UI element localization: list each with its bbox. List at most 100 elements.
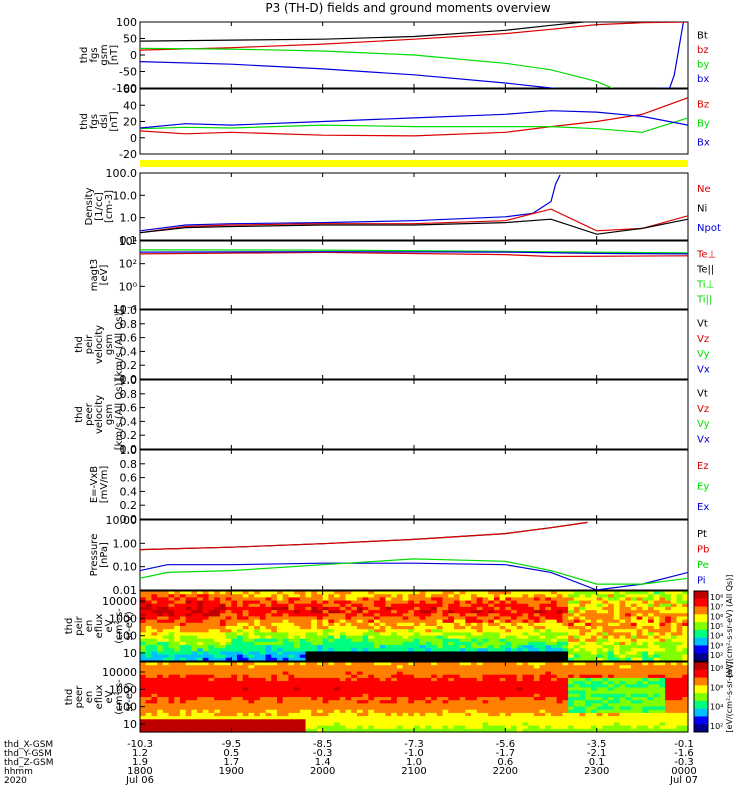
spectrogram-cell [533, 632, 541, 637]
y-tick-label: 1000 [109, 683, 137, 696]
spectrogram-cell [636, 706, 643, 711]
spectrogram-cell [374, 610, 381, 614]
spectrogram-cell [259, 690, 267, 695]
spectrogram-cell [402, 725, 409, 730]
spectrogram-cell [237, 690, 244, 695]
spectrogram-cell [630, 684, 638, 689]
spectrogram-cell [214, 629, 221, 633]
spectrogram-cell [151, 626, 158, 630]
spectrogram-cell [682, 613, 689, 618]
spectrogram-cell [351, 594, 358, 598]
spectrogram-cell [202, 629, 210, 633]
spectrogram-cell [294, 709, 301, 714]
spectrogram-cell [202, 684, 210, 689]
spectrogram-cell [265, 681, 272, 685]
spectrogram-cell [608, 668, 615, 673]
spectrogram-cell [590, 645, 598, 649]
spectrogram-cell [237, 648, 244, 653]
spectrogram-cell [379, 654, 387, 659]
spectrogram-cell [642, 648, 649, 653]
spectrogram-cell [225, 677, 232, 682]
spectrogram-cell [528, 657, 535, 662]
spectrogram-cell [385, 600, 392, 605]
spectrogram-cell [305, 662, 312, 666]
spectrogram-cell [305, 703, 312, 708]
spectrogram-cell [322, 654, 329, 659]
spectrogram-cell [157, 610, 164, 614]
spectrogram-cell [282, 671, 290, 676]
spectrogram-cell [419, 645, 427, 649]
spectrogram-cell [648, 613, 655, 618]
spectrogram-cell [585, 600, 592, 605]
spectrogram-cell [214, 632, 221, 637]
spectrogram-cell [231, 697, 238, 701]
spectrogram-cell [408, 629, 415, 633]
spectrogram-cell [579, 722, 586, 727]
spectrogram-cell [231, 641, 238, 646]
spectrogram-cell [648, 629, 655, 633]
spectrogram-cell [339, 613, 347, 618]
spectrogram-cell [459, 606, 466, 611]
spectrogram-cell [299, 690, 307, 695]
spectrogram-cell [608, 638, 615, 643]
spectrogram-cell [636, 606, 643, 611]
spectrogram-cell [179, 641, 187, 646]
spectrogram-cell [219, 594, 227, 598]
spectrogram-cell [294, 697, 301, 701]
spectrogram-cell [459, 700, 466, 704]
spectrogram-cell [168, 654, 175, 659]
spectrogram-cell [311, 657, 318, 662]
spectrogram-cell [191, 706, 198, 711]
spectrogram-cell [539, 610, 546, 614]
spectrogram-cell [419, 622, 427, 627]
spectrogram-cell [431, 606, 438, 611]
spectrogram-cell [168, 677, 175, 682]
spectrogram-cell [676, 677, 683, 682]
spectrogram-cell [585, 619, 592, 624]
spectrogram-cell [231, 606, 238, 611]
spectrogram-cell [339, 684, 347, 689]
spectrogram-cell [585, 626, 592, 630]
spectrogram-cell [573, 610, 581, 614]
spectrogram-cell [237, 709, 244, 714]
spectrogram-cell [214, 674, 221, 679]
spectrogram-cell [345, 674, 352, 679]
spectrogram-cell [659, 728, 666, 733]
spectrogram-cell [436, 638, 444, 643]
spectrogram-cell [414, 610, 421, 614]
spectrogram-cell [145, 657, 153, 662]
spectrogram-cell [516, 622, 524, 627]
spectrogram-cell [505, 635, 512, 640]
spectrogram-cell [208, 671, 215, 676]
spectrogram-cell [636, 700, 643, 704]
spectrogram-cell [168, 600, 175, 605]
spectrogram-cell [145, 690, 153, 695]
spectrogram-cell [254, 600, 261, 605]
spectrogram-cell [590, 703, 598, 708]
spectrogram-cell [151, 681, 158, 685]
spectrogram-cell [465, 648, 472, 653]
spectrogram-cell [151, 594, 158, 598]
spectrogram-cell [168, 722, 175, 727]
spectrogram-cell [374, 703, 381, 708]
spectrogram-cell [174, 728, 181, 733]
spectrogram-cell [585, 722, 592, 727]
spectrogram-cell [670, 610, 678, 614]
spectrogram-cell [425, 651, 432, 656]
spectrogram-cell [157, 648, 164, 653]
spectrogram-cell [214, 690, 221, 695]
spectrogram-cell [465, 641, 472, 646]
spectrogram-cell [208, 665, 215, 669]
spectrogram-cell [259, 610, 267, 614]
spectrogram-cell [459, 591, 466, 595]
spectrogram-cell [613, 606, 621, 611]
spectrogram-cell [248, 657, 255, 662]
spectrogram-cell [602, 709, 609, 714]
spectrogram-cell [368, 600, 375, 605]
spectrogram-cell [254, 719, 261, 724]
spectrogram-cell [625, 684, 632, 689]
spectrogram-cell [431, 619, 438, 624]
spectrogram-cell [522, 709, 529, 714]
spectrogram-cell [345, 728, 352, 733]
spectrogram-cell [665, 645, 672, 649]
